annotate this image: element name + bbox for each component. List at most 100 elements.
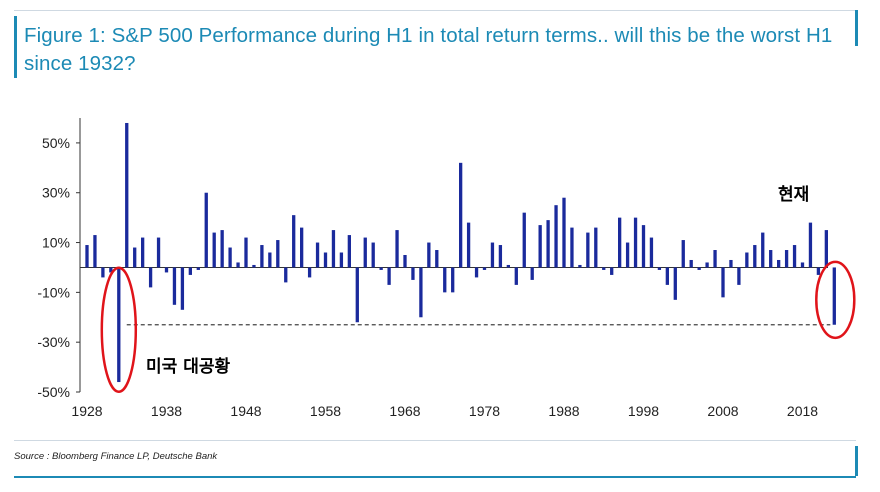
- bar-1960: [339, 252, 344, 268]
- bar-1947: [236, 262, 240, 268]
- current-highlight-circle: [815, 260, 856, 340]
- bar-2004: [689, 259, 693, 268]
- bar-1948: [244, 237, 248, 268]
- bar-1968: [403, 255, 407, 268]
- bar-1989: [570, 227, 574, 268]
- source-note: Source : Bloomberg Finance LP, Deutsche …: [14, 451, 218, 462]
- bar-1934: [133, 247, 137, 268]
- bar-1982: [514, 267, 518, 285]
- bar-1956: [307, 267, 312, 278]
- bar-2018: [800, 262, 805, 268]
- bar-1978: [482, 267, 487, 270]
- bar-1973: [443, 267, 447, 293]
- bottom-rule: [14, 476, 856, 478]
- bar-1954: [292, 215, 296, 268]
- bar-1970: [419, 267, 423, 318]
- y-tick-label: 30%: [42, 185, 70, 201]
- bar-1943: [204, 192, 208, 268]
- bar-2010: [737, 267, 741, 285]
- bar-1992: [594, 227, 598, 268]
- bar-1955: [300, 227, 304, 268]
- bar-1942: [196, 267, 200, 270]
- bar-1988: [562, 197, 566, 268]
- bar-1929: [93, 235, 97, 268]
- bar-1957: [315, 242, 320, 268]
- bar-1980: [498, 245, 503, 268]
- bar-1999: [649, 237, 654, 268]
- bar-1937: [156, 237, 161, 268]
- bar-1935: [141, 237, 145, 268]
- y-tick-label: 50%: [42, 135, 70, 151]
- title-accent-bar: [14, 16, 17, 78]
- y-tick-label: -50%: [37, 384, 70, 400]
- bar-2022: [832, 267, 836, 325]
- bar-1967: [395, 230, 399, 268]
- y-tick-label: -10%: [37, 284, 70, 300]
- bar-1969: [411, 267, 415, 280]
- bar-1964: [371, 242, 375, 268]
- bar-2008: [721, 267, 725, 298]
- bar-1945: [220, 230, 224, 268]
- bar-1997: [633, 217, 638, 268]
- bar-2012: [753, 245, 757, 268]
- bar-1990: [578, 264, 582, 268]
- bar-1953: [284, 267, 288, 283]
- chart-annotations: 미국 대공황 현재: [100, 185, 856, 393]
- chart-axes: 50% 30% 10% -10% -30% -50%1928 1938 1948 1958 196…: [37, 118, 828, 419]
- bar-2001: [665, 267, 669, 285]
- bar-1962: [355, 267, 359, 323]
- depression-label: 미국 대공황: [146, 357, 230, 377]
- source-rule: [14, 440, 856, 441]
- bar-1974: [451, 267, 455, 293]
- bar-2017: [792, 245, 797, 268]
- bar-2016: [784, 250, 789, 268]
- bar-1987: [554, 205, 558, 268]
- bar-1971: [427, 242, 431, 268]
- bar-2013: [761, 232, 765, 268]
- bar-1949: [252, 264, 256, 268]
- x-tick-label: 1928: [71, 403, 102, 419]
- bar-1993: [602, 267, 606, 270]
- bar-1932: [117, 267, 121, 383]
- bar-1928: [85, 245, 89, 268]
- bar-1975: [459, 162, 463, 268]
- x-tick-label: 1958: [310, 403, 341, 419]
- bar-1976: [466, 222, 471, 268]
- y-tick-label: -30%: [37, 334, 70, 350]
- bar-1996: [625, 242, 630, 268]
- bar-1959: [331, 230, 336, 268]
- bar-2003: [681, 240, 685, 268]
- bar-2000: [657, 267, 662, 270]
- bar-1946: [228, 247, 232, 268]
- x-tick-label: 1998: [628, 403, 659, 419]
- bar-1984: [530, 267, 534, 280]
- top-rule: [14, 10, 858, 11]
- x-tick-label: 1988: [548, 403, 579, 419]
- bar-1985: [538, 225, 542, 268]
- bar-2006: [705, 262, 709, 268]
- bar-2002: [673, 267, 677, 300]
- bar-1951: [268, 252, 272, 268]
- bar-2014: [769, 250, 773, 268]
- bar-1936: [148, 267, 153, 288]
- bar-1950: [260, 245, 264, 268]
- right-accent-bar-bottom: [855, 446, 858, 476]
- bar-1931: [109, 267, 113, 273]
- bar-1933: [125, 122, 129, 268]
- bar-1961: [347, 235, 351, 268]
- bar-1972: [435, 250, 439, 268]
- bar-2019: [808, 222, 813, 268]
- bar-1986: [546, 220, 550, 268]
- right-accent-bar-top: [855, 10, 858, 46]
- x-tick-label: 1978: [469, 403, 500, 419]
- bar-1952: [276, 240, 280, 268]
- bar-1938: [164, 267, 169, 273]
- bar-2005: [697, 267, 701, 270]
- bar-1941: [188, 267, 192, 275]
- bar-1991: [586, 232, 590, 268]
- bar-1983: [522, 212, 526, 268]
- bar-2009: [729, 259, 733, 268]
- bar-1963: [363, 237, 367, 268]
